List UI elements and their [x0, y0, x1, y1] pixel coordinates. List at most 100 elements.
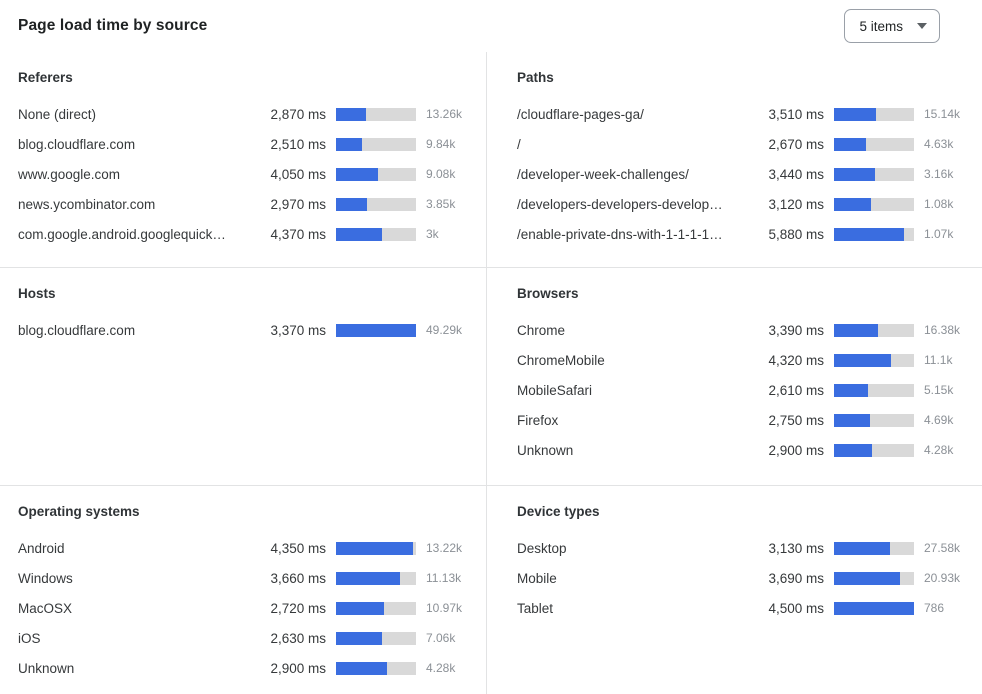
- panel-title: Browsers: [517, 286, 579, 301]
- row-count: 20.93k: [924, 571, 961, 585]
- row-label: /: [517, 136, 521, 152]
- row-label: Unknown: [18, 660, 75, 676]
- row-count: 11.1k: [924, 353, 953, 367]
- table-row[interactable]: MacOSX 2,720 ms 10.97k: [18, 593, 472, 623]
- bar-track: [336, 107, 416, 121]
- panel-referers: Referers None (direct) 2,870 ms 13.26k blog.…: [0, 52, 486, 267]
- table-row[interactable]: Android 4,350 ms 13.22k: [18, 533, 472, 563]
- table-row[interactable]: /cloudflare-pages-ga/3,510 ms 15.14k: [517, 99, 970, 129]
- table-row[interactable]: Mobile 3,690 ms 20.93k: [517, 563, 970, 593]
- row-ms-value: 3,440 ms: [768, 166, 824, 182]
- table-row[interactable]: blog.cloudflare.com 2,510 ms 9.84k: [18, 129, 472, 159]
- row-count: 13.26k: [426, 107, 463, 121]
- bar-fill: [336, 323, 416, 337]
- row-label: blog.cloudflare.com: [18, 322, 136, 338]
- bar-track: [834, 167, 914, 181]
- table-row[interactable]: Firefox 2,750 ms 4.69k: [517, 405, 970, 435]
- page-title: Page load time by source: [18, 17, 208, 34]
- bar-fill: [834, 571, 900, 585]
- row-ms-value: 2,970 ms: [270, 196, 326, 212]
- bar-fill: [834, 353, 891, 367]
- row-count: 27.58k: [924, 541, 961, 555]
- row-count: 10.97k: [426, 601, 463, 615]
- table-row[interactable]: / 2,670 ms 4.63k: [517, 129, 970, 159]
- table-row[interactable]: /developer-week-challenges/3,440 ms 3.16k: [517, 159, 970, 189]
- bar-track: [336, 631, 416, 645]
- row-count: 4.28k: [924, 443, 954, 457]
- table-row[interactable]: news.ycombinator.com 2,970 ms 3.85k: [18, 189, 472, 219]
- widget-header: Page load time by source 5 items: [0, 0, 982, 52]
- bar-fill: [834, 413, 870, 427]
- row-count: 9.08k: [426, 167, 456, 181]
- table-row[interactable]: com.google.android.googlequicksearc… 4,37…: [18, 219, 472, 249]
- row-ms-value: 2,870 ms: [270, 106, 326, 122]
- panel-operating-systems: Operating systems Android 4,350 ms 13.22k Wi…: [0, 485, 486, 694]
- table-row[interactable]: /developers-developers-developers/3,120 …: [517, 189, 970, 219]
- bar-track: [834, 107, 914, 121]
- row-count: 3k: [426, 227, 439, 241]
- table-row[interactable]: blog.cloudflare.com 3,370 ms 49.29k: [18, 315, 472, 345]
- table-row[interactable]: Chrome 3,390 ms 16.38k: [517, 315, 970, 345]
- bar-track: [834, 571, 914, 585]
- bar-track: [834, 413, 914, 427]
- table-row[interactable]: MobileSafari 2,610 ms 5.15k: [517, 375, 970, 405]
- row-label: Windows: [18, 570, 73, 586]
- row-ms-value: 5,880 ms: [768, 226, 824, 242]
- row-ms-value: 2,670 ms: [768, 136, 824, 152]
- bar-track: [336, 601, 416, 615]
- bar-fill: [336, 197, 368, 211]
- row-ms-value: 2,510 ms: [270, 136, 326, 152]
- bar-track: [336, 323, 416, 337]
- bar-fill: [834, 443, 873, 457]
- row-ms-value: 3,690 ms: [768, 570, 824, 586]
- panels-grid: Referers None (direct) 2,870 ms 13.26k blog.…: [0, 52, 982, 694]
- table-row[interactable]: Windows 3,660 ms 11.13k: [18, 563, 472, 593]
- row-label: Tablet: [517, 600, 554, 616]
- row-count: 1.07k: [924, 227, 954, 241]
- table-row[interactable]: Desktop 3,130 ms 27.58k: [517, 533, 970, 563]
- panel-device-types: Device types Desktop 3,130 ms 27.58k Mobile 3…: [486, 485, 982, 694]
- row-count: 49.29k: [426, 323, 463, 337]
- row-label: Mobile: [517, 570, 557, 586]
- bar-fill: [336, 541, 413, 555]
- bar-track: [336, 137, 416, 151]
- panel-title: Device types: [517, 504, 600, 519]
- bar-track: [834, 137, 914, 151]
- row-count: 11.13k: [426, 571, 462, 585]
- row-count: 9.84k: [426, 137, 456, 151]
- row-label: iOS: [18, 630, 41, 646]
- bar-track: [336, 167, 416, 181]
- row-label: /developer-week-challenges/: [517, 166, 689, 182]
- row-count: 4.28k: [426, 661, 456, 675]
- table-row[interactable]: Tablet 4,500 ms 786: [517, 593, 970, 623]
- row-label: Desktop: [517, 540, 567, 556]
- bar-fill: [336, 167, 379, 181]
- row-ms-value: 3,660 ms: [270, 570, 326, 586]
- row-label: None (direct): [18, 106, 97, 122]
- row-label: Firefox: [517, 412, 559, 428]
- row-ms-value: 2,630 ms: [270, 630, 326, 646]
- table-row[interactable]: None (direct) 2,870 ms 13.26k: [18, 99, 472, 129]
- table-row[interactable]: iOS 2,630 ms 7.06k: [18, 623, 472, 653]
- bar-track: [336, 661, 416, 675]
- bar-fill: [834, 227, 905, 241]
- panel-title: Referers: [18, 70, 73, 85]
- table-row[interactable]: Unknown 2,900 ms 4.28k: [18, 653, 472, 683]
- row-label: /developers-developers-developers/: [517, 196, 724, 212]
- table-row[interactable]: /enable-private-dns-with-1-1-1-1-on-… 5,8…: [517, 219, 970, 249]
- bar-track: [336, 197, 416, 211]
- row-count: 13.22k: [426, 541, 463, 555]
- row-ms-value: 2,900 ms: [270, 660, 326, 676]
- row-count: 4.69k: [924, 413, 954, 427]
- table-row[interactable]: www.google.com 4,050 ms 9.08k: [18, 159, 472, 189]
- bar-track: [834, 601, 914, 615]
- table-row[interactable]: ChromeMobile 4,320 ms 11.1k: [517, 345, 970, 375]
- row-ms-value: 2,610 ms: [768, 382, 824, 398]
- row-count: 16.38k: [924, 323, 961, 337]
- panel-rows: blog.cloudflare.com 3,370 ms 49.29k: [18, 315, 472, 345]
- table-row[interactable]: Unknown 2,900 ms 4.28k: [517, 435, 970, 465]
- row-ms-value: 2,900 ms: [768, 442, 824, 458]
- row-label: Chrome: [517, 322, 566, 338]
- bar-track: [336, 571, 416, 585]
- items-count-select[interactable]: 5 items: [844, 9, 940, 43]
